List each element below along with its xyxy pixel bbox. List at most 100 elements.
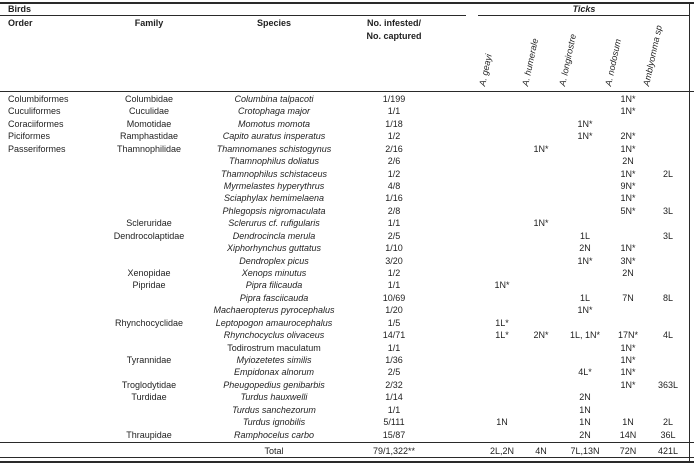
tick-value-cell: 1L, 1N* bbox=[569, 330, 601, 341]
species-cell: Xenops minutus bbox=[241, 268, 307, 279]
birds-underline bbox=[0, 15, 466, 16]
tick-value-cell: 7L,13N bbox=[570, 445, 600, 456]
species-cell: Thamnophilus doliatus bbox=[228, 156, 320, 167]
tick-value-cell: 9N* bbox=[620, 181, 636, 191]
tick-header-label: A. geayi bbox=[477, 53, 494, 87]
tick-value-cell: 1N bbox=[579, 417, 591, 428]
tick-value-cell: 2N* bbox=[533, 330, 549, 341]
tick-value-cell: 2N bbox=[579, 429, 591, 440]
infested-cell: 1/20 bbox=[385, 305, 403, 316]
infested-cell: 1/1 bbox=[387, 280, 401, 291]
tick-value-cell: 1N* bbox=[620, 243, 636, 254]
infested-cell: 10/69 bbox=[382, 292, 406, 303]
species-cell: Rhynchocyclus olivaceus bbox=[223, 330, 325, 341]
tick-value-cell: 72N bbox=[619, 445, 637, 456]
family-cell: Tyrannidae bbox=[126, 355, 172, 366]
infested-cell: 1/16 bbox=[385, 193, 403, 204]
family-cell: Troglodytidae bbox=[121, 379, 177, 390]
tick-value-cell: 1L bbox=[579, 230, 590, 241]
table-row: Rhynchocyclus olivaceus 14/71 1L* 2N* 1L, 1N… bbox=[0, 329, 694, 341]
species-cell: Thamnophilus schistaceus bbox=[220, 168, 328, 179]
family-cell: Columbidae bbox=[124, 94, 174, 104]
species-cell: Thamnomanes schistogynus bbox=[216, 143, 332, 154]
tick-value-cell: 1N bbox=[622, 417, 634, 428]
tick-value-cell: 2N bbox=[579, 392, 591, 403]
table-row: Thamnophilus schistaceus 1/2 1N* 2L bbox=[0, 168, 694, 180]
tick-value-cell: 1N* bbox=[620, 94, 636, 104]
tick-value-cell: 2L bbox=[662, 168, 673, 179]
tick-value-cell: 1N bbox=[579, 404, 591, 415]
tick-value-cell: 14N bbox=[619, 429, 637, 440]
tick-value-cell: 7N bbox=[622, 292, 634, 303]
tick-value-cell: 2L,2N bbox=[489, 445, 515, 456]
table-row: Columbiformes Columbidae Columbina talpaco… bbox=[0, 93, 694, 105]
table-row: Thamnophilus doliatus 2/6 2N bbox=[0, 155, 694, 167]
table-row: Cuculiformes Cuculidae Crotophaga major 1/1… bbox=[0, 105, 694, 117]
tick-value-cell: 1N* bbox=[577, 131, 593, 142]
column-header-species: Species bbox=[256, 18, 292, 28]
total-infested-cell: 79/1,322** bbox=[372, 445, 416, 456]
infested-cell: 15/87 bbox=[382, 429, 406, 440]
species-cell: Machaeropterus pyrocephalus bbox=[213, 305, 335, 316]
infested-cell: 2/16 bbox=[385, 143, 403, 154]
tick-value-cell: 1N* bbox=[620, 106, 636, 117]
family-cell: Thamnophilidae bbox=[116, 143, 182, 154]
order-cell: Columbiformes bbox=[8, 94, 69, 104]
tick-value-cell: 1N* bbox=[577, 305, 593, 316]
tick-value-cell: 2N* bbox=[620, 131, 636, 142]
tick-value-cell: 2N bbox=[579, 243, 591, 254]
table-row: Phlegopsis nigromaculata 2/8 5N* 3L bbox=[0, 205, 694, 217]
column-header-family: Family bbox=[134, 18, 164, 28]
species-cell: Columbina talpacoti bbox=[234, 94, 314, 104]
tick-value-cell: 2N bbox=[622, 156, 634, 167]
species-cell: Empidonax alnorum bbox=[233, 367, 315, 378]
top-rule bbox=[0, 2, 694, 4]
infested-cell: 2/32 bbox=[385, 379, 403, 390]
family-cell: Thraupidae bbox=[126, 429, 172, 440]
tick-value-cell: 36L bbox=[660, 429, 676, 440]
tick-value-cell: 1N* bbox=[620, 379, 636, 390]
tick-value-cell: 1N* bbox=[620, 168, 636, 179]
table-row: Turdidae Turdus hauxwelli 1/14 2N bbox=[0, 391, 694, 403]
species-cell: Sclerurus cf. rufigularis bbox=[228, 218, 320, 229]
table-row: Troglodytidae Pheugopedius genibarbis 2/32… bbox=[0, 379, 694, 391]
total-bottom-rule bbox=[0, 456, 694, 458]
tick-value-cell: 421L bbox=[657, 445, 679, 456]
tick-value-cell: 17N* bbox=[617, 330, 638, 341]
tick-header-label: A. nodosum bbox=[603, 37, 623, 87]
table-row: Xiphorhynchus guttatus 1/10 2N 1N* bbox=[0, 242, 694, 254]
right-border bbox=[688, 2, 690, 463]
infested-cell: 1/2 bbox=[387, 168, 401, 179]
table-row: Todirostrum maculatum 1/1 1N* bbox=[0, 342, 694, 354]
species-cell: Myrmelastes hyperythrus bbox=[223, 181, 325, 191]
family-cell: Cuculidae bbox=[128, 106, 170, 117]
infested-cell: 1/14 bbox=[385, 392, 403, 403]
species-cell: Leptopogon amaurocephalus bbox=[215, 317, 333, 328]
infested-cell: 2/6 bbox=[387, 156, 401, 167]
species-cell: Myiozetetes similis bbox=[236, 355, 312, 366]
table-row: Dendroplex picus 3/20 1N* 3N* bbox=[0, 255, 694, 267]
species-cell: Phlegopsis nigromaculata bbox=[222, 205, 326, 216]
family-cell: Pipridae bbox=[132, 280, 166, 291]
infested-cell: 1/199 bbox=[382, 94, 406, 104]
species-cell: Dendroplex picus bbox=[239, 255, 309, 266]
order-cell: Piciformes bbox=[8, 131, 51, 142]
tick-value-cell: 3L bbox=[662, 230, 673, 241]
table-row: Thraupidae Ramphocelus carbo 15/87 2N 14N 36L bbox=[0, 429, 694, 441]
infested-cell: 1/5 bbox=[387, 317, 401, 328]
tick-value-cell: 1N* bbox=[494, 280, 510, 291]
tick-value-cell: 4N bbox=[535, 445, 547, 456]
tick-value-cell: 1N* bbox=[577, 255, 593, 266]
species-cell: Crotophaga major bbox=[237, 106, 311, 117]
infested-cell: 1/36 bbox=[385, 355, 403, 366]
tick-header-label: Amblyomma sp bbox=[641, 24, 664, 87]
tick-value-cell: 4L bbox=[662, 330, 673, 341]
infested-cell: 1/18 bbox=[385, 118, 403, 129]
tick-value-cell: 5N* bbox=[620, 205, 636, 216]
species-cell: Momotus momota bbox=[237, 118, 311, 129]
table-row: Scleruridae Sclerurus cf. rufigularis 1/1 1… bbox=[0, 217, 694, 229]
tick-value-cell: 1N* bbox=[620, 143, 636, 154]
tick-value-cell: 1L bbox=[579, 292, 590, 303]
infested-cell: 1/1 bbox=[387, 342, 401, 353]
